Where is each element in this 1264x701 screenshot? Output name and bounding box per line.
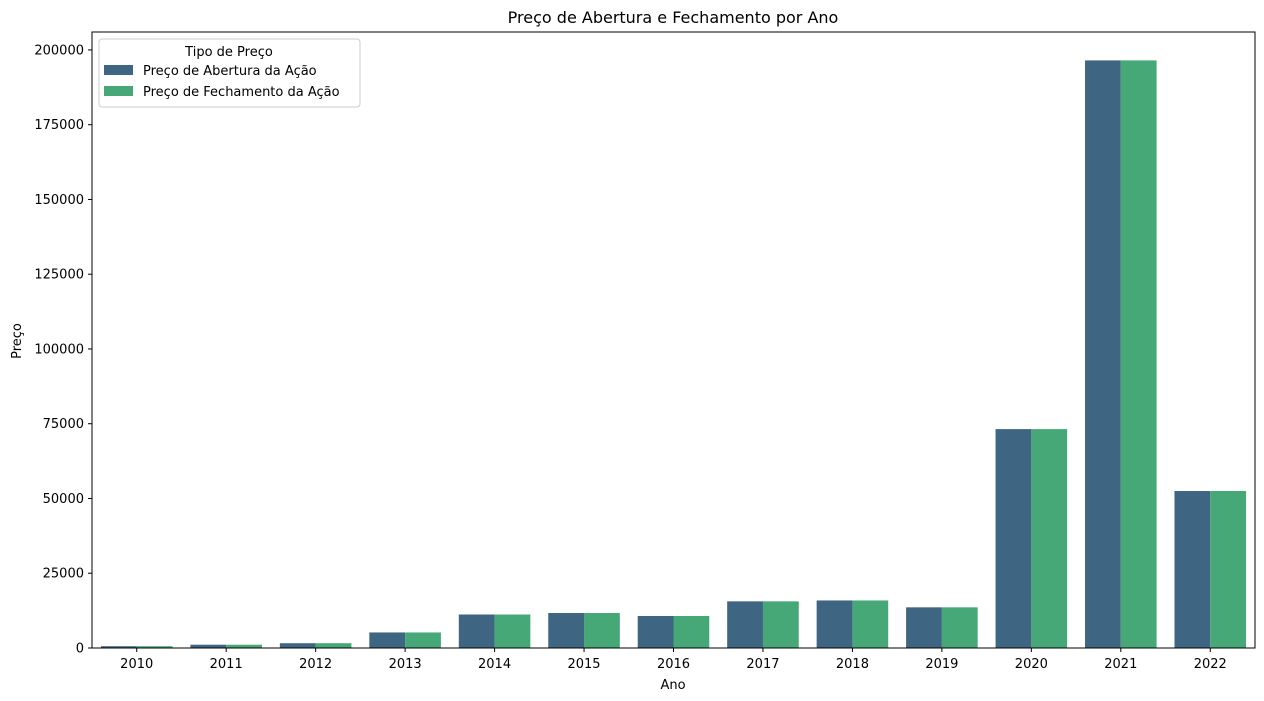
- bar-2020-series-0: [995, 429, 1032, 648]
- bar-2012-series-1: [315, 643, 352, 648]
- x-tick-label: 2017: [746, 657, 779, 672]
- x-tick-label: 2011: [210, 657, 243, 672]
- bar-2014-series-1: [494, 614, 531, 648]
- bar-2012-series-0: [279, 643, 316, 648]
- legend-label: Preço de Fechamento da Ação: [143, 85, 340, 100]
- bar-2010-series-1: [136, 646, 173, 648]
- legend: Tipo de Preço Preço de Abertura da Ação P…: [98, 38, 361, 108]
- bars-group: [100, 60, 1247, 648]
- bar-2015-series-0: [548, 613, 585, 648]
- y-tick-label: 150000: [34, 193, 84, 208]
- bar-2015-series-1: [584, 613, 620, 648]
- bar-2011-series-0: [190, 644, 227, 648]
- x-tick-label: 2014: [478, 657, 511, 672]
- bar-2013-series-1: [405, 632, 441, 648]
- y-tick-label: 175000: [34, 118, 84, 133]
- legend-label: Preço de Abertura da Ação: [143, 64, 317, 79]
- x-tick-label: 2020: [1015, 657, 1048, 672]
- bar-2010-series-0: [100, 646, 137, 648]
- plot-frame: [91, 31, 1256, 649]
- y-tick-label: 100000: [34, 342, 84, 357]
- y-axis-label: Preço: [10, 323, 25, 359]
- legend-swatch: [104, 86, 133, 96]
- y-tick-label: 75000: [43, 417, 84, 432]
- x-tick-label: 2015: [567, 657, 600, 672]
- bar-2022-series-0: [1174, 491, 1211, 648]
- bar-2016-series-1: [673, 616, 710, 648]
- bar-2020-series-1: [1031, 429, 1068, 648]
- x-tick-label: 2022: [1194, 657, 1227, 672]
- y-tick-label: 125000: [34, 268, 84, 283]
- legend-box: [98, 38, 361, 108]
- bar-2018-series-0: [816, 600, 853, 648]
- x-tick-label: 2019: [925, 657, 958, 672]
- bar-2021-series-1: [1120, 60, 1157, 648]
- bar-2017-series-0: [727, 601, 763, 648]
- x-tick-label: 2016: [657, 657, 690, 672]
- y-tick-label: 25000: [43, 567, 84, 582]
- bar-2016-series-0: [637, 616, 674, 648]
- bar-2018-series-1: [852, 600, 889, 648]
- legend-title: Tipo de Preço: [184, 45, 273, 60]
- x-tick-label: 2021: [1104, 657, 1137, 672]
- bar-2017-series-1: [762, 601, 799, 648]
- bar-2022-series-1: [1210, 491, 1247, 648]
- x-tick-label: 2012: [299, 657, 332, 672]
- bar-2014-series-0: [458, 614, 495, 648]
- bar-2011-series-1: [226, 644, 262, 648]
- chart-title: Preço de Abertura e Fechamento por Ano: [508, 8, 839, 27]
- bar-2019-series-0: [906, 607, 942, 648]
- bar-2021-series-0: [1085, 60, 1121, 648]
- axes-group: 0 25000 50000 75000 100000 125000 150000 175000…: [34, 31, 1256, 672]
- y-tick-label: 0: [76, 642, 84, 657]
- x-tick-label: 2010: [120, 657, 153, 672]
- y-tick-label: 200000: [34, 43, 84, 58]
- y-tick-label: 50000: [43, 492, 84, 507]
- x-axis-label: Ano: [660, 678, 685, 693]
- x-tick-label: 2018: [836, 657, 869, 672]
- bar-2013-series-0: [369, 632, 406, 648]
- legend-swatch: [104, 65, 133, 75]
- x-tick-label: 2013: [389, 657, 422, 672]
- bar-2019-series-1: [941, 607, 978, 648]
